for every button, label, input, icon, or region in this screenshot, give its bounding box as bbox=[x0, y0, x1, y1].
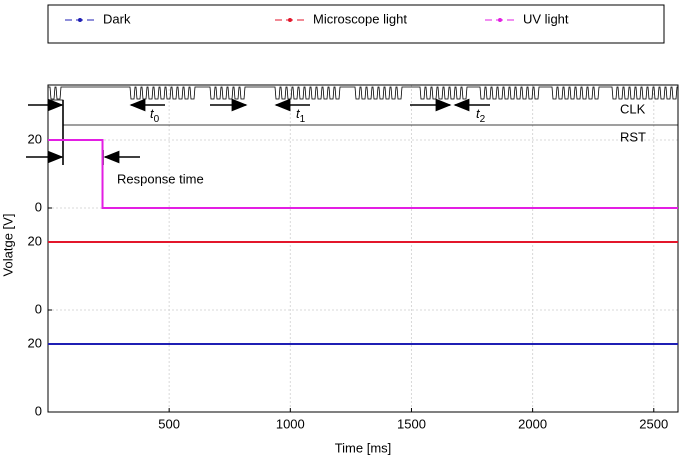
interval-base: t bbox=[150, 106, 155, 121]
y-tick-label: 20 bbox=[28, 131, 42, 146]
x-tick-label: 500 bbox=[158, 416, 180, 431]
y-tick-label: 0 bbox=[35, 301, 42, 316]
rst-label: RST bbox=[620, 129, 646, 144]
x-axis-label: Time [ms] bbox=[335, 440, 392, 455]
clk-wave bbox=[48, 86, 678, 100]
legend-label: Dark bbox=[103, 11, 131, 26]
legend-marker bbox=[288, 18, 292, 22]
interval-base: t bbox=[296, 106, 301, 121]
series-line bbox=[48, 139, 678, 209]
interval-sub: 0 bbox=[154, 114, 160, 125]
x-tick-label: 2000 bbox=[518, 416, 547, 431]
rst-wave bbox=[48, 99, 678, 126]
clk-label: CLK bbox=[620, 101, 646, 116]
y-tick-label: 0 bbox=[35, 199, 42, 214]
interval-base: t bbox=[476, 106, 481, 121]
x-tick-label: 1000 bbox=[276, 416, 305, 431]
legend-marker bbox=[78, 18, 82, 22]
legend-label: Microscope light bbox=[313, 11, 407, 26]
plot-frame bbox=[47, 84, 679, 413]
arrows bbox=[26, 98, 490, 165]
response-label: Response time bbox=[117, 171, 204, 186]
y-axis-label: Volatge [V] bbox=[0, 214, 15, 277]
interval-sub: 1 bbox=[300, 114, 306, 125]
y-tick-label: 20 bbox=[28, 233, 42, 248]
interval-label: t0 bbox=[150, 106, 160, 124]
y-tick-label: 0 bbox=[35, 403, 42, 418]
legend-label: UV light bbox=[523, 11, 569, 26]
interval-label: t1 bbox=[296, 106, 306, 124]
x-tick-label: 2500 bbox=[639, 416, 668, 431]
x-tick-label: 1500 bbox=[397, 416, 426, 431]
interval-label: t2 bbox=[476, 106, 486, 124]
legend-box bbox=[47, 4, 665, 44]
legend-marker bbox=[498, 18, 502, 22]
interval-sub: 2 bbox=[480, 114, 486, 125]
y-tick-label: 20 bbox=[28, 335, 42, 350]
